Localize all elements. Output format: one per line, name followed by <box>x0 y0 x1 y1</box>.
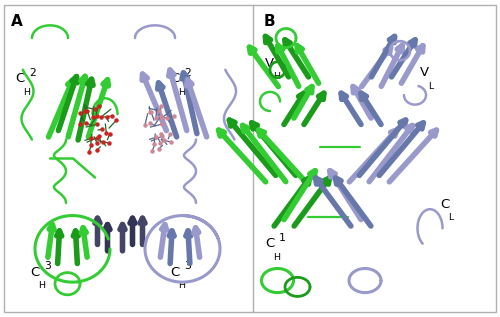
Text: H: H <box>178 88 185 97</box>
Text: L: L <box>428 82 433 91</box>
Text: H: H <box>178 281 185 290</box>
Text: C: C <box>170 266 179 279</box>
Text: V: V <box>265 56 274 69</box>
FancyBboxPatch shape <box>4 5 496 312</box>
Text: H: H <box>273 72 280 81</box>
Text: 3: 3 <box>184 262 191 271</box>
Text: H: H <box>273 253 280 262</box>
Text: C: C <box>265 237 274 250</box>
Text: V: V <box>420 66 429 79</box>
Text: A: A <box>11 14 23 29</box>
Text: H: H <box>23 88 30 97</box>
Text: H: H <box>38 281 45 290</box>
Text: 3: 3 <box>44 262 51 271</box>
Text: C: C <box>170 72 179 85</box>
Text: 1: 1 <box>279 233 286 243</box>
Text: C: C <box>30 266 39 279</box>
Text: 2: 2 <box>184 68 191 78</box>
Text: 2: 2 <box>29 68 36 78</box>
Text: C: C <box>440 197 449 210</box>
Text: C: C <box>15 72 24 85</box>
Text: B: B <box>264 14 275 29</box>
Text: L: L <box>448 213 453 222</box>
